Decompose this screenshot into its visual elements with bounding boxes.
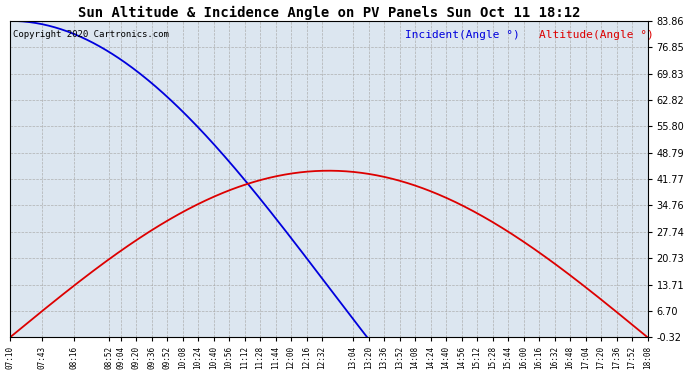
Title: Sun Altitude & Incidence Angle on PV Panels Sun Oct 11 18:12: Sun Altitude & Incidence Angle on PV Pan… bbox=[77, 6, 580, 20]
Text: Copyright 2020 Cartronics.com: Copyright 2020 Cartronics.com bbox=[13, 30, 169, 39]
Text: Incident(Angle °): Incident(Angle °) bbox=[405, 30, 520, 40]
Text: Altitude(Angle °): Altitude(Angle °) bbox=[539, 30, 654, 40]
